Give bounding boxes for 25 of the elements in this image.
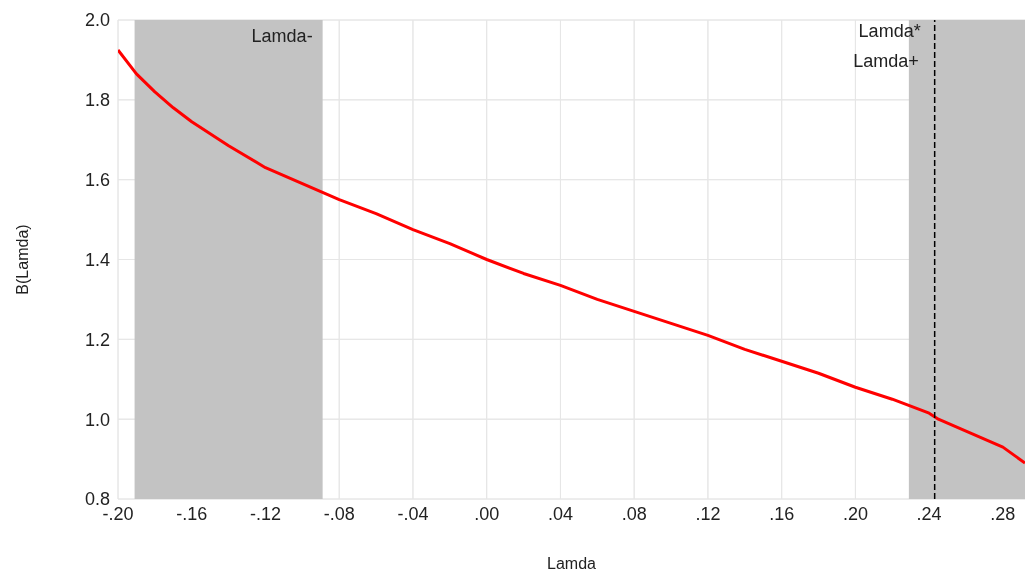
y-tick-label: 1.4 [84,249,110,270]
x-tick-label: .24 [916,503,942,524]
x-tick-label: .16 [769,503,795,524]
y-tick-label: 1.8 [84,90,110,111]
band-label: Lamda+ [853,51,919,71]
x-tick-label: -.12 [249,503,281,524]
x-tick-label: .28 [990,503,1016,524]
y-tick-label: 1.0 [84,409,110,430]
y-axis-title: B(Lamda) [14,224,31,295]
x-tick-label: .20 [842,503,868,524]
x-axis-title: Lamda [547,555,597,572]
x-tick-label: .00 [474,503,500,524]
y-tick-label: 1.6 [84,170,110,191]
y-tick-label: 0.8 [84,489,110,510]
x-tick-label: .08 [621,503,647,524]
x-tick-label: .12 [695,503,721,524]
line-series [118,48,1025,465]
y-tick-label: 1.2 [84,329,110,350]
x-tick-label: -.04 [397,503,429,524]
ref-line-label: Lamda* [858,21,921,41]
band-label: Lamda- [251,26,313,46]
x-tick-label: .04 [547,503,573,524]
x-tick-label: -.08 [323,503,355,524]
y-tick-label: 2.0 [84,10,110,31]
x-tick-label: -.16 [176,503,208,524]
